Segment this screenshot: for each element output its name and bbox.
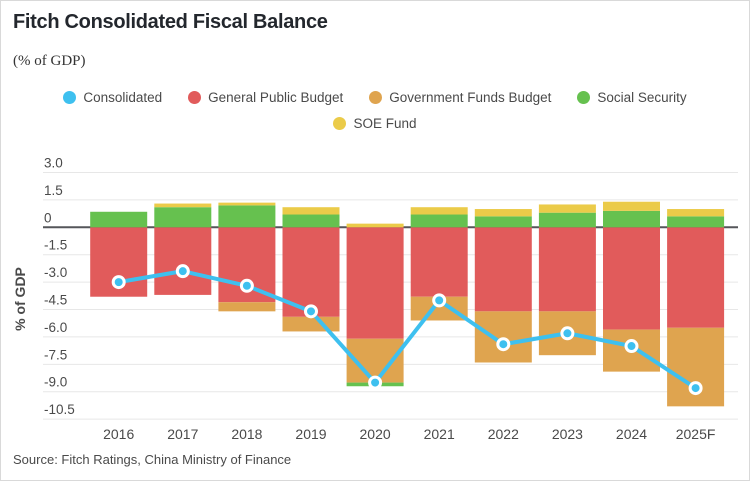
bar-segment-social-security	[474, 216, 532, 228]
x-tick-label: 2022	[488, 426, 519, 442]
legend-label: Consolidated	[83, 89, 163, 105]
x-tick-label: 2020	[360, 426, 391, 442]
legend-item-government-funds-budget: Government Funds Budget	[369, 90, 551, 105]
consolidated-marker	[111, 275, 126, 290]
legend-item-consolidated: Consolidated	[63, 90, 162, 105]
bar-segment-general-public-budget	[410, 227, 468, 297]
x-tick-label: 2025F	[676, 426, 716, 442]
consolidated-marker	[560, 326, 575, 341]
y-tick-label: -10.5	[44, 402, 75, 417]
bar-segment-soe-fund	[474, 209, 532, 217]
y-tick-label: 3.0	[44, 155, 63, 170]
bar-segment-social-security	[667, 216, 725, 228]
bar-segment-soe-fund	[218, 202, 276, 206]
y-tick-label: 1.5	[44, 183, 63, 198]
bar-segment-social-security	[154, 207, 212, 228]
x-tick-label: 2018	[231, 426, 262, 442]
chart-title: Fitch Consolidated Fiscal Balance	[13, 11, 328, 33]
legend-label: General Public Budget	[208, 89, 344, 105]
bar-segment-general-public-budget	[538, 227, 596, 312]
x-tick-label: 2021	[424, 426, 455, 442]
bar-segment-soe-fund	[603, 201, 660, 211]
legend-item-general-public-budget: General Public Budget	[188, 90, 343, 105]
bar-segment-government-funds-budget	[218, 302, 276, 312]
legend-label: Social Security	[597, 89, 687, 105]
x-tick-label: 2024	[616, 426, 647, 442]
legend-label: Government Funds Budget	[389, 89, 552, 105]
legend-swatch-icon	[63, 90, 77, 104]
bar-segment-social-security	[218, 205, 276, 228]
bar-segment-social-security	[410, 214, 468, 228]
bar-segment-social-security	[282, 214, 340, 228]
y-tick-label: -3.0	[44, 265, 67, 280]
legend-label: SOE Fund	[353, 115, 417, 131]
x-tick-label: 2019	[295, 426, 326, 442]
legend-swatch-icon	[369, 90, 383, 104]
bar-segment-soe-fund	[154, 203, 212, 208]
legend-row: SOE Fund	[1, 110, 749, 136]
x-tick-label: 2016	[103, 426, 134, 442]
legend-item-soe-fund: SOE Fund	[333, 115, 417, 131]
bar-segment-social-security	[90, 211, 148, 228]
legend-item-social-security: Social Security	[577, 89, 687, 105]
consolidated-marker	[496, 337, 511, 352]
bar-segment-soe-fund	[410, 207, 468, 215]
consolidated-marker	[688, 381, 703, 396]
bar-segment-general-public-budget	[474, 227, 532, 312]
y-tick-label: -9.0	[44, 375, 67, 390]
consolidated-marker	[624, 339, 639, 354]
legend-swatch-icon	[188, 90, 202, 104]
bar-segment-general-public-budget	[603, 227, 660, 330]
consolidated-marker	[239, 278, 254, 293]
legend-row: Consolidated General Public Budget Governm…	[1, 84, 749, 110]
bar-segment-soe-fund	[538, 204, 596, 213]
bar-segment-soe-fund	[282, 207, 340, 215]
x-tick-label: 2017	[167, 426, 198, 442]
legend-swatch-icon	[577, 90, 591, 104]
y-tick-label: -1.5	[44, 238, 67, 253]
bar-segment-general-public-budget	[154, 227, 212, 295]
consolidated-marker	[304, 304, 318, 319]
consolidated-line	[116, 269, 698, 391]
y-tick-label: -4.5	[44, 293, 67, 308]
consolidated-marker	[175, 264, 190, 279]
bar-segment-social-security	[603, 210, 660, 228]
bar-segment-general-public-budget	[346, 227, 404, 339]
bar-segment-general-public-budget	[667, 227, 725, 328]
consolidated-marker	[432, 293, 447, 308]
x-tick-label: 2023	[552, 426, 583, 442]
legend: Consolidated General Public Budget Governm…	[1, 84, 749, 136]
consolidated-marker	[368, 375, 383, 390]
y-tick-label: 0	[44, 210, 52, 225]
bar-segment-government-funds-budget	[410, 296, 468, 321]
source-note: Source: Fitch Ratings, China Ministry of…	[13, 452, 292, 467]
bar-segment-soe-fund	[667, 209, 725, 217]
bar-segment-government-funds-budget	[282, 316, 340, 332]
bar-segment-social-security	[538, 212, 596, 228]
y-tick-label: -7.5	[44, 347, 67, 362]
bar-segment-government-funds-budget	[474, 311, 532, 363]
y-axis-title: % of GDP	[12, 267, 28, 331]
y-tick-label: -6.0	[44, 320, 67, 335]
legend-swatch-icon	[333, 116, 347, 130]
chart-subtitle: (% of GDP)	[13, 53, 86, 69]
bar-segment-soe-fund	[346, 223, 404, 228]
